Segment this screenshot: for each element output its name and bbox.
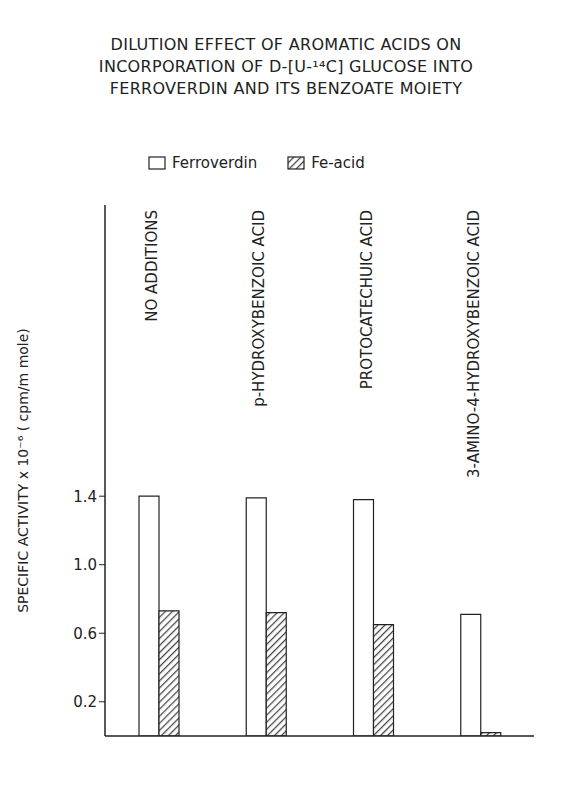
svg-text:SPECIFIC ACTIVITY x 10⁻⁶ ( cpm: SPECIFIC ACTIVITY x 10⁻⁶ ( cpm/m mole) [15,328,31,613]
svg-text:p-HYDROXYBENZOIC ACID: p-HYDROXYBENZOIC ACID [250,210,268,407]
svg-text:1.0: 1.0 [73,556,97,574]
html-text:INCORPORATION OF D-[U-¹⁴C] GLU: INCORPORATION OF D-[U-¹⁴C] GLUCOSE INTO [98,57,474,76]
svg-text:0.6: 0.6 [73,625,97,643]
svg-text:0.2: 0.2 [73,693,97,711]
html-text:Fe-acid: Fe-acid [311,154,365,172]
html-text:Ferroverdin: Ferroverdin [172,154,258,172]
html-text:FERROVERDIN AND ITS BENZOATE M: FERROVERDIN AND ITS BENZOATE MOIETY [109,79,463,98]
svg-text:3-AMINO-4-HYDROXYBENZOIC ACID: 3-AMINO-4-HYDROXYBENZOIC ACID [465,210,483,478]
svg-text:NO ADDITIONS: NO ADDITIONS [143,210,161,322]
svg-text:1.4: 1.4 [73,488,97,506]
html-text:DILUTION EFFECT OF AROMATIC AC: DILUTION EFFECT OF AROMATIC ACIDS ON [110,35,462,54]
svg-text:PROTOCATECHUIC ACID: PROTOCATECHUIC ACID [358,210,376,389]
